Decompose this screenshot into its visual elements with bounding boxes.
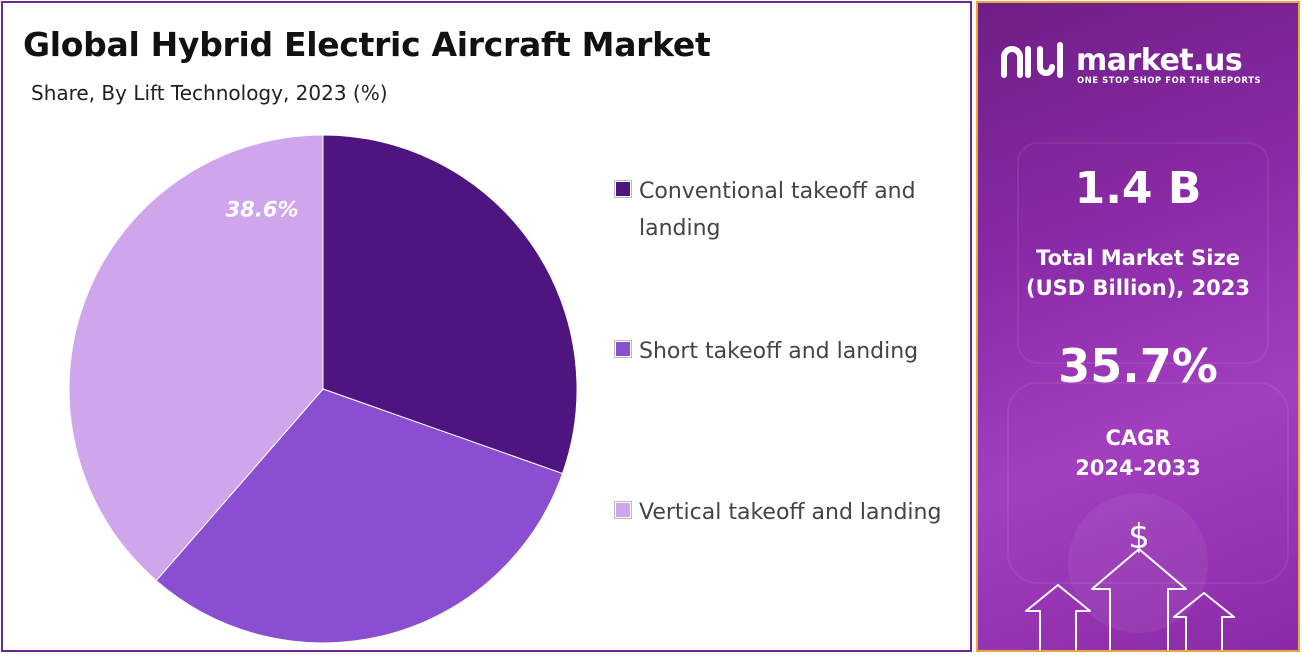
market-size-value: 1.4 B <box>1074 163 1202 214</box>
page-title: Global Hybrid Electric Aircraft Market <box>23 25 711 64</box>
legend-swatch <box>615 181 631 197</box>
legend-item-vertical: Vertical takeoff and landing <box>615 494 959 531</box>
legend-item-short: Short takeoff and landing <box>615 333 959 370</box>
summary-sidebar: market.us ONE STOP SHOP FOR THE REPORTS … <box>976 1 1300 652</box>
cagr-value: 35.7% <box>1058 339 1218 393</box>
chart-panel: Global Hybrid Electric Aircraft Market S… <box>1 1 972 652</box>
pie-chart: 38.6% <box>68 134 578 644</box>
brand-tagline: ONE STOP SHOP FOR THE REPORTS <box>1077 75 1262 85</box>
background-pattern <box>1007 142 1289 633</box>
pie-slice-short <box>155 388 564 644</box>
brand-logo: market.us ONE STOP SHOP FOR THE REPORTS <box>1000 41 1280 91</box>
legend-item-conventional: Conventional takeoff and landing <box>615 173 959 247</box>
legend-label: Conventional takeoff and landing <box>639 179 916 241</box>
market-size-label: Total Market Size (USD Billion), 2023 <box>1025 246 1251 300</box>
svg-text:$: $ <box>1128 517 1150 557</box>
market-us-logo-icon <box>1001 42 1063 78</box>
legend-label: Vertical takeoff and landing <box>639 500 942 525</box>
legend-swatch <box>615 341 631 357</box>
brand-name: market.us <box>1076 43 1243 78</box>
pie-slice-conventional <box>322 134 578 475</box>
page-subtitle: Share, By Lift Technology, 2023 (%) <box>31 81 388 105</box>
dollar-growth-arrows-icon: $ <box>1025 517 1235 650</box>
cagr-label: CAGR <box>1105 426 1171 450</box>
legend-swatch <box>615 502 631 518</box>
pie-data-label: 38.6% <box>226 198 299 222</box>
cagr-period: 2024-2033 <box>1075 456 1201 480</box>
pie-slice-vertical <box>68 134 324 582</box>
legend-label: Short takeoff and landing <box>639 339 919 364</box>
